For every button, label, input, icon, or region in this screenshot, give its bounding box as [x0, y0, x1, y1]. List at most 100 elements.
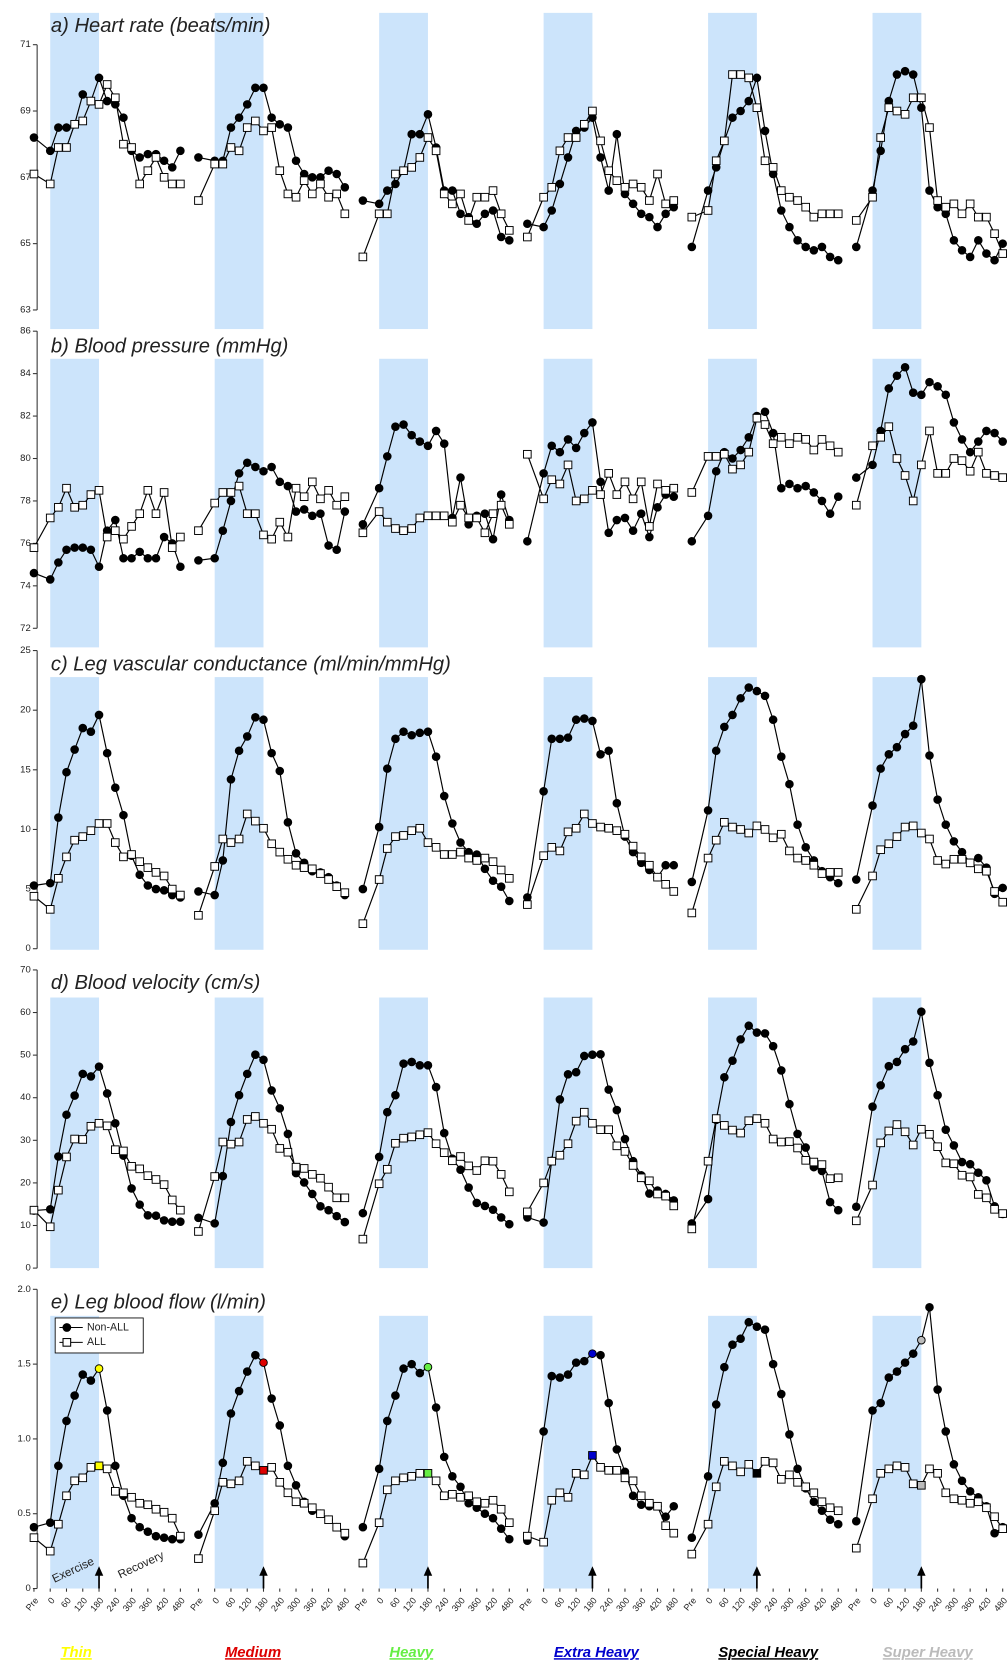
marker-square [226, 1479, 236, 1489]
marker-square [423, 133, 433, 142]
marker-circle [119, 553, 128, 563]
marker-square [571, 133, 581, 142]
marker-circle [908, 388, 918, 398]
marker-square [332, 189, 342, 199]
y-tick-label: 15 [20, 764, 31, 775]
x-tick-label: 480 [170, 1596, 187, 1614]
marker-circle [736, 445, 745, 455]
marker-square [234, 146, 244, 156]
marker-square [119, 1488, 128, 1498]
marker-square [407, 1132, 416, 1142]
marker-square [340, 209, 350, 219]
marker-circle [736, 106, 745, 116]
x-tick-label: 0 [210, 1596, 221, 1606]
panel-title: e) Leg blood flow (l/min) [51, 1291, 266, 1313]
marker-circle [78, 1069, 88, 1079]
marker-circle [555, 447, 565, 457]
marker-square [111, 1145, 120, 1154]
marker-square [448, 199, 457, 209]
marker-square [809, 212, 819, 222]
marker-circle [275, 477, 285, 487]
marker-square [480, 1156, 490, 1166]
marker-square [423, 1128, 433, 1137]
marker-square [793, 1478, 802, 1487]
marker-square [496, 1170, 506, 1179]
marker-square [620, 477, 630, 487]
marker-square [539, 192, 548, 202]
marker-square [801, 1482, 810, 1492]
marker-square [275, 847, 285, 857]
marker-square [636, 1173, 646, 1183]
arrow-head [94, 1566, 104, 1576]
marker-circle [523, 219, 532, 229]
marker-square [448, 1156, 457, 1166]
marker-square [711, 452, 721, 461]
x-tick-label: 180 [746, 1596, 763, 1614]
marker-circle [194, 1213, 203, 1223]
marker-circle [382, 452, 392, 461]
marker-square [407, 163, 416, 172]
marker-circle [267, 462, 276, 472]
marker-circle [785, 779, 794, 789]
marker-circle [825, 509, 835, 518]
marker-circle [496, 490, 506, 499]
marker-square [711, 156, 721, 166]
condition-label: Super Heavy [883, 1645, 974, 1661]
marker-square [439, 1491, 449, 1501]
marker-square [505, 1518, 514, 1528]
marker-circle [358, 196, 368, 205]
marker-circle [439, 791, 449, 801]
marker-square [283, 854, 293, 864]
marker-circle [456, 1165, 465, 1174]
marker-square [547, 843, 557, 852]
marker-square [167, 543, 177, 552]
marker-circle [234, 469, 244, 478]
marker-circle [596, 1049, 605, 1059]
marker-square [480, 1498, 490, 1508]
marker-circle [382, 1416, 392, 1426]
marker-circle [78, 90, 88, 99]
marker-circle [94, 562, 104, 572]
marker-circle [226, 123, 236, 132]
marker-square [316, 1173, 325, 1183]
marker-circle [151, 1531, 161, 1541]
x-tick-label: 60 [717, 1596, 731, 1610]
marker-square [612, 1466, 622, 1475]
marker-square [636, 477, 646, 487]
marker-circle [628, 199, 638, 209]
marker-circle [833, 492, 843, 502]
marker-circle [291, 1481, 301, 1490]
marker-square [251, 816, 260, 826]
x-tick-label: 180 [582, 1596, 599, 1614]
x-tick-label: 180 [417, 1596, 434, 1614]
marker-circle [399, 1059, 408, 1068]
marker-circle [965, 252, 975, 262]
marker-circle [884, 1373, 894, 1382]
marker-circle [423, 1362, 433, 1372]
marker-square [308, 477, 317, 487]
marker-circle [933, 1090, 942, 1100]
marker-square [801, 435, 810, 444]
marker-circle [736, 693, 745, 703]
marker-circle [480, 1201, 490, 1211]
marker-square [728, 1125, 737, 1135]
marker-square [251, 1112, 260, 1121]
marker-square [711, 835, 721, 845]
marker-circle [941, 390, 951, 400]
marker-square [480, 192, 490, 202]
marker-square [825, 441, 835, 451]
marker-circle [645, 1189, 654, 1198]
marker-square [563, 827, 573, 837]
marker-circle [825, 1515, 835, 1525]
marker-circle [957, 1476, 967, 1486]
marker-square [259, 1466, 268, 1475]
marker-circle [102, 748, 112, 758]
marker-circle [332, 1211, 342, 1221]
marker-square [267, 534, 276, 544]
marker-square [70, 1134, 79, 1144]
marker-circle [251, 713, 260, 722]
marker-circle [407, 129, 416, 139]
marker-circle [111, 783, 120, 793]
marker-square [431, 511, 441, 521]
marker-square [801, 202, 810, 212]
